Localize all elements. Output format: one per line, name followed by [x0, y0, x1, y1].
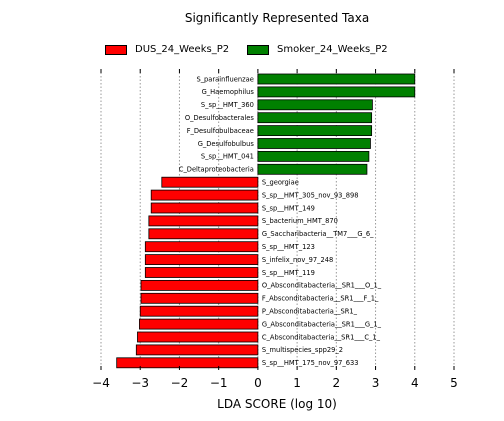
- bar-label: S_multispecies_spp29_2: [262, 346, 343, 354]
- bar-F_Absconditabacteria__SR1___F_1_: [140, 292, 259, 304]
- bar-S_sp__HMT_123: [144, 241, 259, 253]
- bar-G_Saccharibacteria__TM7___G_6_: [148, 228, 259, 240]
- x-tick-label: 5: [450, 376, 458, 390]
- bar-S_multispecies_spp29_2: [135, 344, 259, 356]
- bar-S_sp__HMT_119: [144, 267, 259, 278]
- bar-O_Absconditabacteria__SR1___O_1_: [140, 279, 259, 291]
- x-tick-label: 2: [333, 376, 341, 390]
- bar-label: S_sp__HMT_175_nov_97_633: [262, 359, 359, 367]
- bar-label: O_Absconditabacteria__SR1___O_1_: [262, 282, 382, 290]
- x-tick-label: 4: [411, 376, 419, 390]
- x-axis-label: LDA SCORE (log 10): [217, 397, 337, 411]
- bar-S_sp__HMT_360: [257, 99, 373, 111]
- legend-swatch-smoker: [247, 44, 269, 55]
- legend-label-smoker: Smoker_24_Weeks_P2: [277, 44, 388, 55]
- bar-label: C_Absconditabacteria__SR1___C_1_: [262, 333, 381, 341]
- legend-item-dus: DUS_24_Weeks_P2: [105, 44, 229, 55]
- bar-C_Absconditabacteria__SR1___C_1_: [137, 331, 259, 343]
- bar-labels-group: S_parainfluenzae G_Haemophilus S_sp__HMT_3…: [179, 75, 382, 367]
- bar-S_infelix_nov_97_248: [144, 254, 259, 266]
- bar-G_Desulfobulbus: [257, 138, 371, 149]
- bar-label: G_Desulfobulbus: [198, 140, 255, 148]
- bar-label: S_parainfluenzae: [196, 75, 253, 83]
- legend: DUS_24_Weeks_P2 Smoker_24_Weeks_P2: [0, 44, 504, 58]
- bar-label: C_Deltaproteobacteria: [179, 166, 254, 174]
- bar-label: S_infelix_nov_97_248: [262, 256, 333, 264]
- bar-label: G_Haemophilus: [202, 88, 255, 96]
- bar-label: S_sp__HMT_360: [201, 101, 254, 109]
- x-axis: −4 −3 −2 −1 0 1 2 3 4 5: [92, 69, 458, 390]
- bar-C_Deltaproteobacteria: [257, 163, 368, 175]
- bar-label: P_Absconditabacteria__SR1_: [262, 308, 358, 316]
- bar-label: S_sp__HMT_305_nov_93_898: [262, 191, 359, 199]
- x-tick-label: −4: [92, 376, 110, 390]
- bar-label: S_sp__HMT_041: [201, 153, 254, 161]
- x-tick-label: 0: [254, 376, 262, 390]
- bar-S_sp__HMT_041: [257, 150, 370, 162]
- bar-label: S_sp__HMT_123: [262, 243, 315, 251]
- bar-label: S_bacterium_HMT_870: [262, 217, 338, 225]
- x-tick-label: −2: [171, 376, 189, 390]
- bar-S_parainfluenzae: [257, 73, 416, 85]
- x-tick-label: −1: [210, 376, 228, 390]
- bar-S_georgiae: [161, 176, 259, 188]
- bar-G_Absconditabacteria__SR1___G_1_: [139, 318, 259, 330]
- legend-swatch-dus: [105, 44, 127, 55]
- bars-group: [116, 73, 416, 369]
- bar-label: F_Desulfobulbaceae: [187, 127, 254, 135]
- bar-S_sp__HMT_175_nov_97_633: [116, 357, 259, 369]
- bar-P_Absconditabacteria__SR1_: [139, 305, 259, 317]
- chart-title: Significantly Represented Taxa: [184, 11, 370, 25]
- bar-S_bacterium_HMT_870: [148, 215, 259, 227]
- bar-G_Haemophilus: [257, 86, 416, 98]
- bar-label: S_georgiae: [262, 179, 299, 187]
- bar-F_Desulfobulbaceae: [257, 125, 373, 136]
- bar-label: G_Saccharibacteria__TM7___G_6_: [262, 230, 374, 238]
- bar-label: O_Desulfobacterales: [185, 114, 254, 122]
- bar-S_sp__HMT_149: [150, 202, 259, 214]
- bar-S_sp__HMT_305_nov_93_898: [150, 189, 259, 201]
- bar-label: F_Absconditabacteria__SR1___F_1_: [262, 295, 379, 303]
- bar-O_Desulfobacterales: [257, 112, 373, 124]
- legend-label-dus: DUS_24_Weeks_P2: [135, 44, 230, 55]
- bar-label: S_sp__HMT_119: [262, 269, 315, 277]
- x-tick-label: −3: [131, 376, 149, 390]
- legend-item-smoker: Smoker_24_Weeks_P2: [247, 44, 388, 55]
- bar-label: G_Absconditabacteria__SR1___G_1_: [262, 320, 382, 328]
- x-tick-label: 3: [372, 376, 380, 390]
- x-tick-label: 1: [293, 376, 301, 390]
- bar-label: S_sp__HMT_149: [262, 204, 315, 212]
